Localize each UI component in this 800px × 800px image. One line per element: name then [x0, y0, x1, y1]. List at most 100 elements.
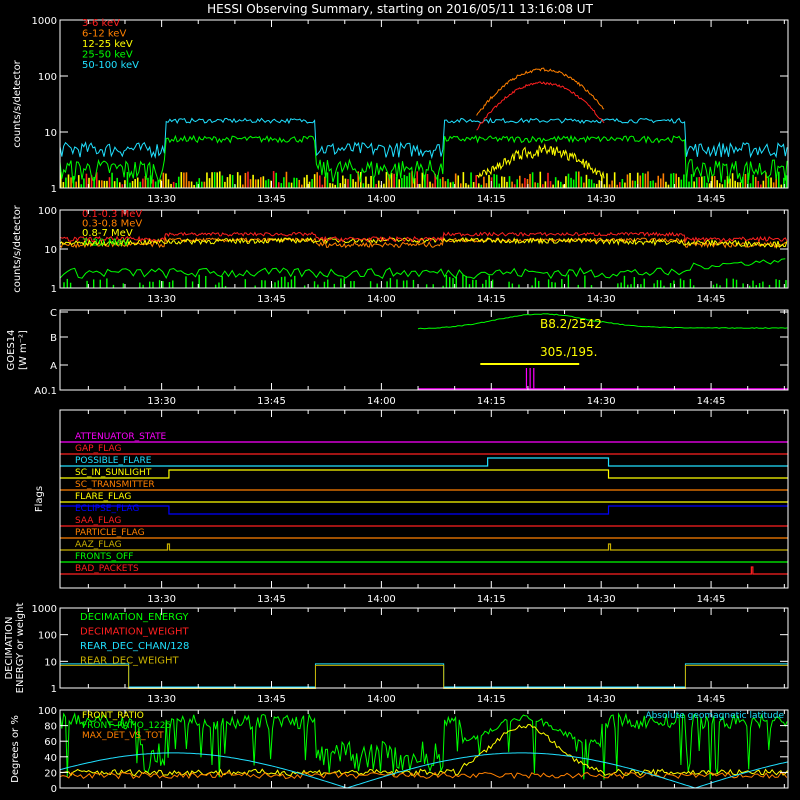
hxr-background-streak	[349, 174, 352, 188]
hxr-background-streak	[442, 177, 444, 188]
hxr-background-streak	[121, 184, 124, 188]
gamma-7-20mev-streak	[412, 279, 415, 288]
hxr-background-streak	[216, 172, 219, 188]
gamma-legend-item: 0.1-0.3 MeV	[82, 209, 142, 220]
gamma-7-20mev-streak	[294, 275, 296, 288]
dec-ytick-label: 1000	[32, 604, 57, 615]
hxr-background-streak	[193, 184, 195, 188]
hxr-background-streak	[203, 181, 206, 188]
gamma-7-20mev-streak	[755, 285, 758, 288]
gamma-7-20mev-streak	[158, 280, 161, 288]
hxr-background-streak	[742, 176, 744, 188]
hxr-background-streak	[160, 179, 162, 188]
hxr-background-streak	[760, 184, 762, 188]
hxr-background-streak	[608, 184, 611, 188]
flag-line-eclipse-flag	[60, 505, 788, 515]
hxr-background-streak	[731, 173, 734, 188]
hxr-background-streak	[175, 182, 177, 188]
hxr-background-streak	[590, 179, 593, 188]
hxr-time-tick-label: 14:45	[697, 194, 726, 205]
hxr-background-streak	[185, 172, 188, 188]
hxr-background-streak	[80, 184, 83, 188]
hxr-time-tick-label: 14:30	[587, 194, 616, 205]
hxr-background-streak	[198, 178, 201, 188]
hxr-background-streak	[149, 175, 152, 188]
hxr-background-streak	[231, 175, 234, 188]
hxr-background-streak	[470, 172, 472, 188]
gamma-7-20mev-streak	[719, 285, 721, 288]
hxr-background-streak	[611, 180, 613, 188]
hxr-background-streak	[260, 177, 262, 188]
hxr-ytick-label: 100	[38, 72, 57, 83]
hxr-background-streak	[118, 182, 121, 188]
hxr-background-streak	[621, 179, 624, 188]
series-0.1-0.3mev-line	[59, 231, 788, 243]
gamma-7-20mev-streak	[689, 278, 692, 288]
hxr-background-streak	[565, 176, 567, 188]
gamma-7-20mev-streak	[620, 282, 622, 288]
hxr-background-streak	[170, 183, 172, 188]
hxr-background-streak	[75, 181, 77, 188]
flags-time-tick-label: 14:00	[367, 594, 396, 605]
hxr-ylabel: counts/s/detector	[12, 59, 23, 147]
series-0.8-7mev-line	[59, 236, 788, 249]
hxr-background-streak	[629, 172, 631, 188]
hxr-background-streak	[383, 183, 385, 188]
hxr-background-streak	[516, 179, 519, 188]
hxr-background-streak	[154, 181, 157, 188]
gamma-7-20mev-streak	[106, 278, 108, 288]
hxr-background-streak	[449, 182, 452, 188]
hxr-ytick-label: 10	[44, 128, 57, 139]
hxr-background-streak	[729, 178, 731, 188]
flag-label: FRONTS_OFF	[75, 552, 133, 562]
geomagnetic-latitude-line	[59, 752, 788, 789]
hxr-background-streak	[677, 177, 680, 188]
hxr-background-streak	[536, 182, 539, 188]
hxr-background-streak	[467, 184, 470, 188]
hxr-background-streak	[631, 180, 634, 188]
gamma-7-20mev-streak	[185, 276, 187, 288]
hxr-background-streak	[90, 175, 93, 188]
gamma-7-20mev-streak	[112, 284, 115, 288]
gamma-legend-item: 0.3-0.8 MeV	[82, 219, 142, 230]
gamma-7-20mev-streak	[353, 281, 355, 288]
hxr-background-streak	[508, 176, 511, 188]
dec-legend-item: DECIMATION_ENERGY	[80, 612, 189, 623]
flag-label: POSSIBLE_FLARE	[75, 456, 152, 466]
hxr-background-streak	[357, 171, 360, 188]
gamma-7-20mev-streak	[445, 275, 448, 288]
gamma-7-20mev-streak	[139, 282, 141, 288]
gamma-7-20mev-streak	[455, 276, 458, 288]
gamma-7-20mev-streak	[244, 279, 247, 288]
gamma-7-20mev-streak	[775, 279, 777, 288]
hxr-background-streak	[342, 175, 344, 188]
hxr-background-streak	[580, 176, 583, 188]
hxr-background-streak	[434, 173, 436, 188]
hxr-background-streak	[265, 180, 267, 188]
gamma-7-20mev-streak	[290, 279, 293, 288]
hxr-background-streak	[298, 179, 301, 188]
gamma-7-20mev-streak	[584, 275, 586, 288]
hxr-background-streak	[72, 176, 75, 188]
flag-label: AAZ_FLAG	[75, 540, 122, 550]
hxr-background-streak	[570, 177, 572, 188]
geo-legend-item: MAX_DET_VS_TOT	[82, 731, 164, 741]
gamma-7-20mev-streak	[692, 285, 695, 288]
dec-frame	[59, 607, 789, 689]
hxr-background-streak	[162, 172, 165, 188]
gamma-7-20mev-streak	[303, 285, 306, 288]
hxr-background-streak	[190, 181, 193, 188]
hxr-background-streak	[439, 178, 442, 188]
gamma-7-20mev-streak	[465, 275, 467, 288]
gamma-7-20mev-streak	[389, 278, 392, 288]
rear-dec-weight-line	[60, 664, 789, 689]
gamma-7-20mev-streak	[758, 283, 761, 288]
hxr-background-streak	[529, 173, 531, 188]
hxr-background-streak	[693, 181, 695, 188]
hxr-background-streak	[739, 182, 742, 188]
hxr-background-streak	[690, 174, 693, 188]
flags-time-tick-label: 13:45	[257, 594, 286, 605]
hxr-background-streak	[85, 173, 88, 188]
gamma-7-20mev-streak	[623, 275, 626, 288]
hxr-background-streak	[139, 181, 142, 188]
